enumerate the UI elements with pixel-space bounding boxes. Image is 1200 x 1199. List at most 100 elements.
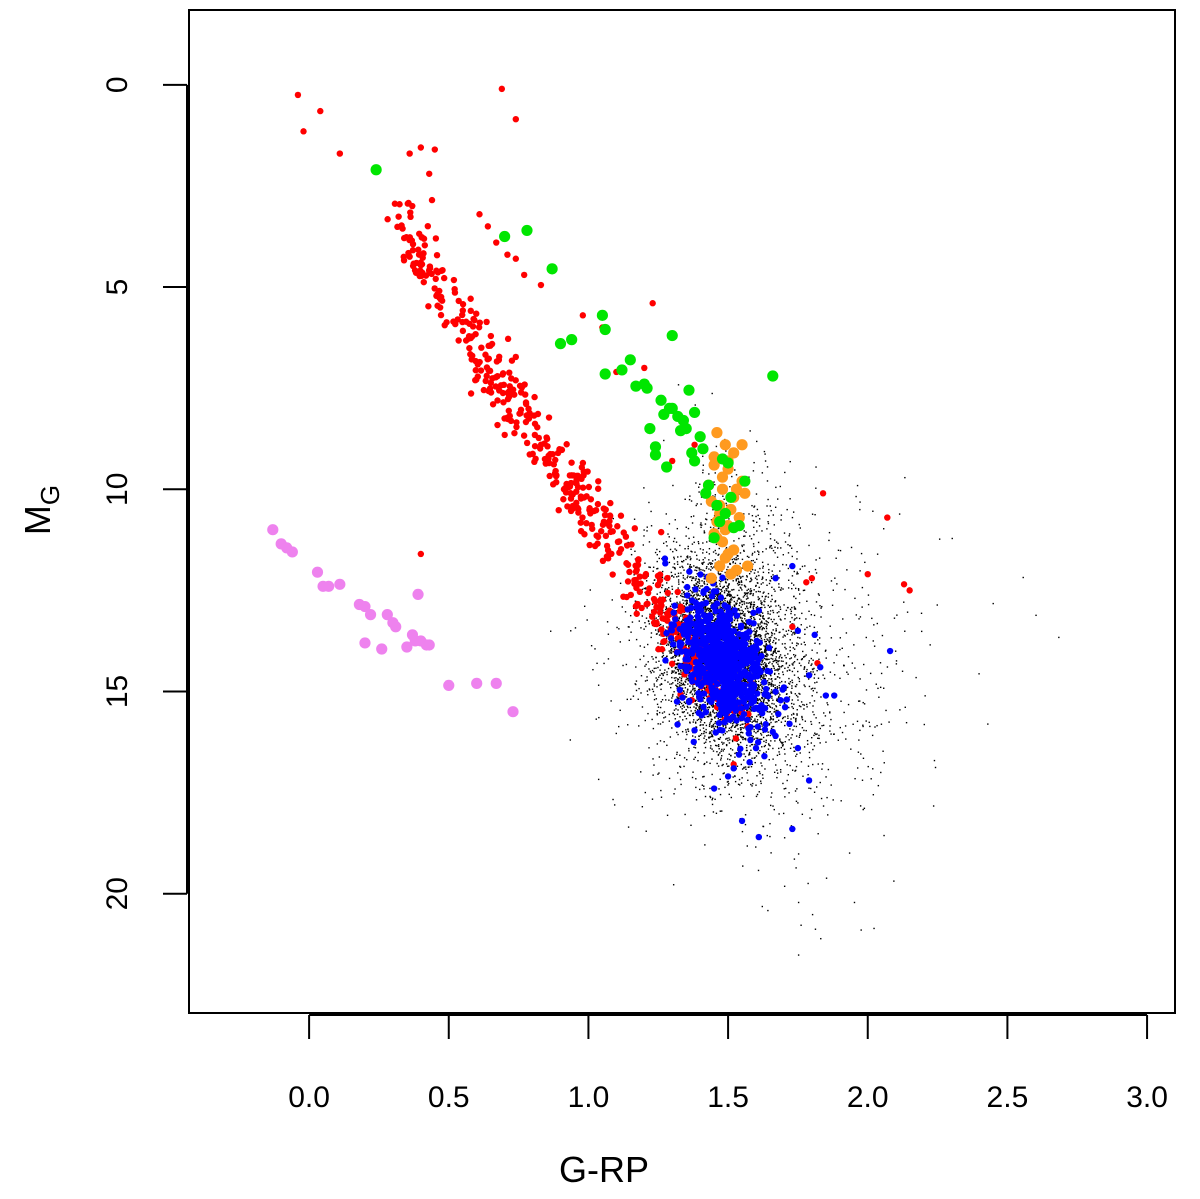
data-point <box>741 609 743 612</box>
data-point <box>711 730 713 732</box>
data-point <box>733 596 736 599</box>
data-point <box>703 578 705 580</box>
data-point <box>694 689 696 692</box>
data-point <box>690 557 692 560</box>
data-point <box>682 670 684 672</box>
data-point <box>814 682 816 684</box>
data-point <box>750 642 752 645</box>
data-point <box>640 627 642 629</box>
data-point <box>695 575 697 578</box>
data-point <box>730 729 732 731</box>
data-point <box>661 584 664 586</box>
data-point <box>645 580 648 582</box>
data-point <box>686 599 688 602</box>
data-point <box>779 738 781 740</box>
data-point <box>709 722 711 724</box>
data-point <box>736 582 739 585</box>
data-point <box>683 711 685 713</box>
data-point <box>779 570 781 572</box>
data-point <box>792 707 794 710</box>
data-point <box>778 673 780 675</box>
data-point <box>726 723 729 725</box>
data-point <box>771 792 773 794</box>
data-point <box>688 537 690 540</box>
data-point <box>689 589 692 592</box>
data-point <box>797 696 799 698</box>
data-point <box>755 632 757 635</box>
data-point <box>682 683 685 686</box>
data-point <box>736 628 738 631</box>
data-point <box>717 607 719 610</box>
data-point <box>726 568 728 571</box>
data-point <box>685 599 688 601</box>
data-point <box>776 699 778 701</box>
data-point <box>732 722 734 725</box>
data-point <box>716 745 718 747</box>
data-point <box>703 788 705 790</box>
data-point <box>757 680 760 683</box>
data-point <box>758 614 760 616</box>
data-point <box>751 785 753 787</box>
data-point <box>763 650 766 652</box>
data-point <box>805 670 808 673</box>
data-point <box>756 701 758 704</box>
data-point <box>773 771 776 774</box>
data-point <box>814 732 816 734</box>
data-point <box>676 697 679 699</box>
data-point <box>770 667 773 670</box>
data-point <box>639 645 641 647</box>
data-point <box>717 765 720 767</box>
data-point <box>747 607 749 610</box>
data-point <box>865 689 868 691</box>
data-point <box>730 622 733 624</box>
data-point <box>784 724 786 727</box>
data-point <box>741 680 743 682</box>
data-point <box>760 678 762 681</box>
data-point <box>772 652 774 655</box>
data-point <box>758 686 760 689</box>
data-point <box>748 645 750 647</box>
data-point <box>703 608 706 610</box>
data-point <box>677 603 679 605</box>
data-point <box>697 594 700 596</box>
data-point <box>779 739 781 742</box>
data-point <box>666 588 668 590</box>
data-point <box>767 748 770 750</box>
data-point <box>677 678 680 680</box>
data-point <box>681 676 683 678</box>
data-point <box>740 587 742 589</box>
data-point <box>793 725 795 727</box>
data-point <box>735 602 737 604</box>
data-point <box>649 670 652 673</box>
data-point <box>683 639 685 641</box>
data-point <box>769 643 771 645</box>
data-point <box>676 601 678 604</box>
data-point <box>772 629 774 631</box>
data-point <box>804 633 806 636</box>
data-point <box>702 727 705 729</box>
data-point <box>759 623 761 625</box>
data-point <box>730 597 732 599</box>
data-point <box>763 668 766 670</box>
data-point <box>732 561 734 564</box>
data-point <box>760 691 762 694</box>
data-point <box>731 608 733 610</box>
data-point <box>680 783 682 786</box>
data-point <box>610 700 612 702</box>
data-point <box>815 733 817 736</box>
data-point <box>772 715 774 717</box>
data-point <box>771 707 774 709</box>
data-point <box>694 722 697 724</box>
data-point <box>771 634 773 637</box>
data-point <box>753 605 755 607</box>
data-point <box>661 570 664 573</box>
data-point <box>736 713 739 716</box>
data-point <box>692 595 695 597</box>
data-point <box>746 709 748 712</box>
data-point <box>761 612 764 614</box>
data-point <box>699 524 702 526</box>
data-point <box>767 654 769 656</box>
data-point <box>691 689 694 691</box>
data-point <box>767 699 769 701</box>
data-point <box>717 753 720 756</box>
